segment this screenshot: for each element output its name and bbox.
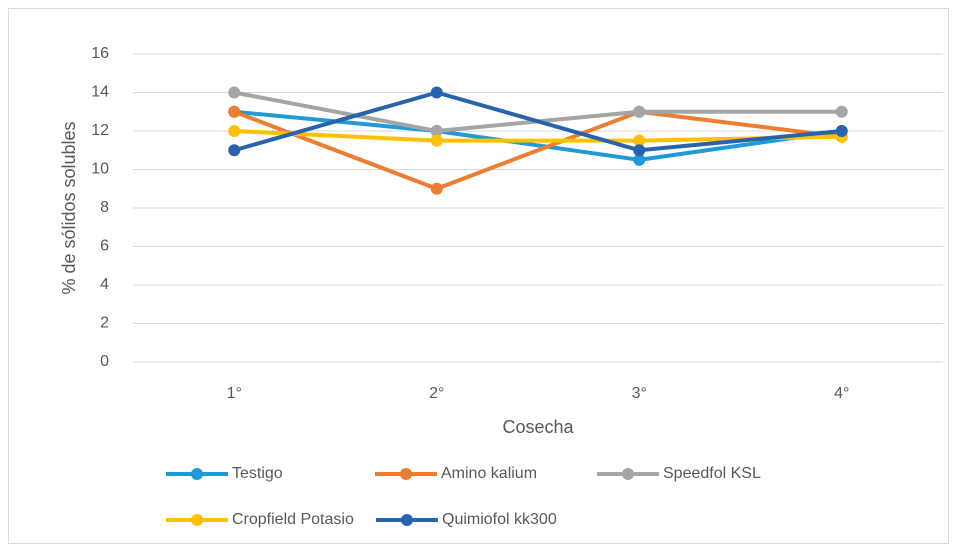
y-axis-title: % de sólidos solubles: [59, 121, 79, 294]
data-point: [228, 105, 241, 118]
x-tick-label: 2°: [429, 385, 444, 402]
data-point: [228, 86, 241, 99]
data-point: [633, 105, 646, 118]
y-tick-label: 0: [100, 353, 109, 370]
data-point: [633, 153, 646, 166]
legend-marker: [622, 468, 634, 480]
legend-marker: [191, 514, 203, 526]
x-tick-label: 3°: [632, 385, 647, 402]
legend-label: Quimiofol kk300: [442, 511, 557, 528]
y-tick-label: 2: [100, 315, 109, 332]
data-point: [228, 144, 241, 157]
legend-marker: [191, 468, 203, 480]
legend-label: Speedfol KSL: [663, 465, 761, 482]
data-point: [835, 125, 848, 137]
y-tick-label: 14: [91, 84, 109, 101]
x-tick-label: 4°: [834, 385, 849, 402]
data-point: [430, 134, 443, 147]
chart-border: [8, 8, 949, 544]
data-point: [430, 182, 443, 195]
y-tick-label: 12: [91, 122, 109, 139]
data-point: [633, 134, 646, 147]
x-tick-label: 1°: [227, 385, 242, 402]
data-point: [430, 86, 443, 99]
y-tick-label: 6: [100, 238, 109, 255]
y-tick-label: 10: [91, 161, 109, 178]
y-tick-label: 4: [100, 276, 109, 293]
data-point: [633, 144, 646, 157]
series-line: [233, 90, 842, 153]
x-axis-title: Cosecha: [502, 417, 574, 437]
legend-label: Cropfield Potasio: [232, 511, 354, 528]
y-tick-label: 8: [100, 199, 109, 216]
data-point: [228, 125, 241, 137]
legend-label: Amino kalium: [441, 465, 537, 482]
y-tick-label: 16: [91, 45, 109, 62]
legend-label: Testigo: [232, 465, 283, 482]
series-line: [233, 109, 842, 191]
data-point: [430, 125, 443, 137]
data-point: [835, 105, 848, 118]
legend-marker: [400, 468, 412, 480]
legend-marker: [401, 514, 413, 526]
